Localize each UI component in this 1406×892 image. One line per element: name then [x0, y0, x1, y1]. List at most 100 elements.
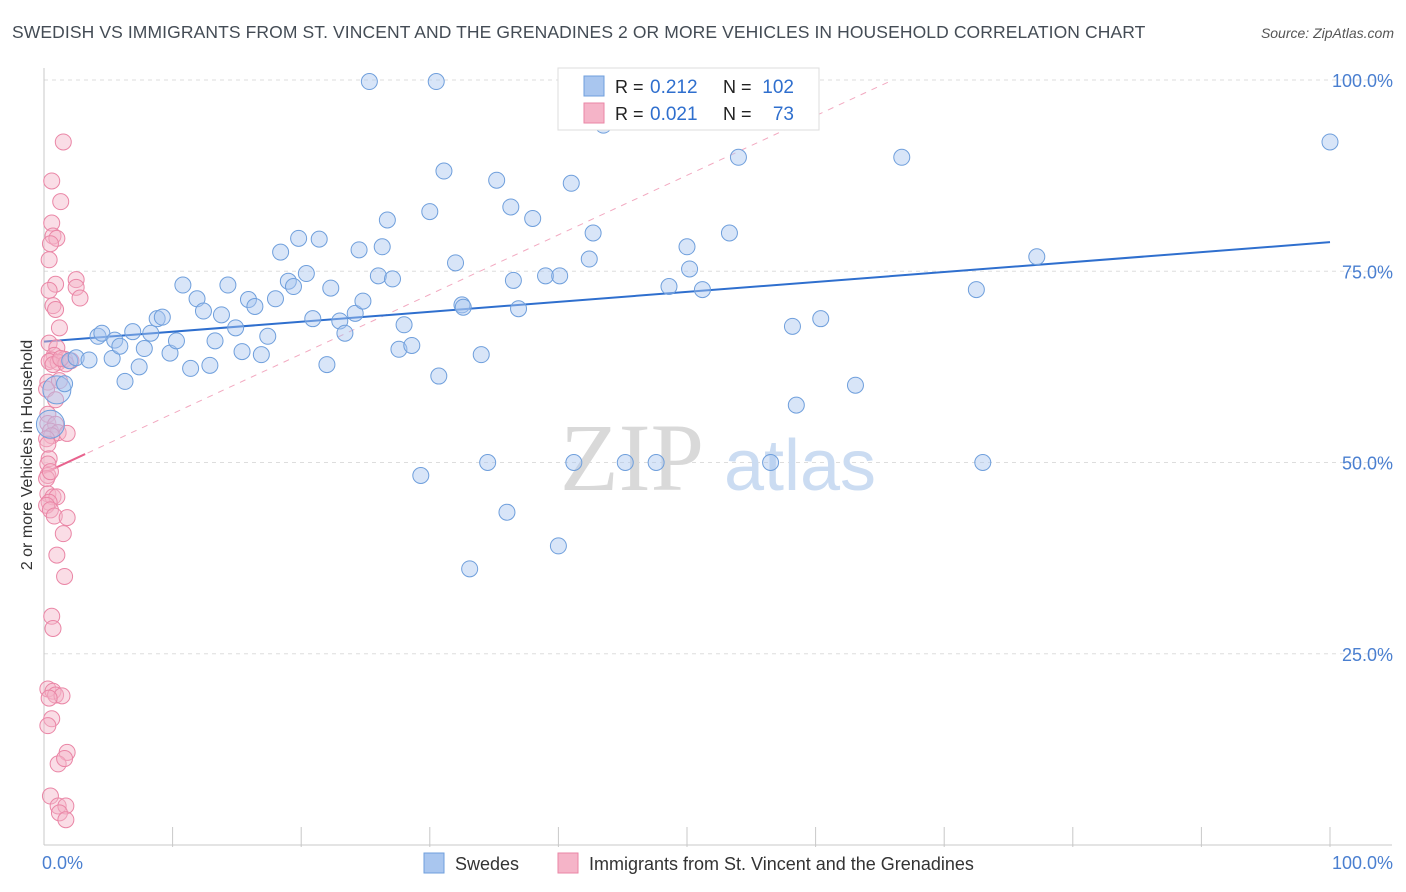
data-point-svg [47, 275, 65, 293]
y-tick-label: 75.0% [1342, 262, 1393, 282]
data-point-swedes [373, 238, 391, 256]
y-tick-label: 25.0% [1342, 645, 1393, 665]
data-point-svg [50, 319, 68, 337]
data-point-svg [40, 281, 58, 299]
data-point-swedes [678, 238, 696, 256]
data-point-swedes [488, 171, 506, 189]
data-point-swedes [279, 272, 297, 290]
data-point-swedes [729, 148, 747, 166]
data-point-swedes [284, 278, 302, 296]
data-point-swedes [427, 73, 445, 91]
data-point-swedes [67, 349, 85, 367]
data-point-swedes [310, 230, 328, 248]
data-point-swedes [297, 265, 315, 283]
data-point-swedes [360, 73, 378, 91]
legend-n-value-1: 102 [762, 77, 794, 98]
data-point-svg [52, 193, 70, 211]
x-tick-label: 0.0% [42, 853, 83, 873]
data-point-swedes [812, 310, 830, 328]
watermark-atlas: atlas [724, 426, 876, 506]
data-point-swedes [693, 281, 711, 299]
data-point-svg [57, 797, 75, 815]
data-point-swedes [647, 454, 665, 471]
data-point-swedes [318, 356, 336, 374]
data-point-swedes [616, 454, 634, 471]
data-point-swedes [846, 376, 864, 394]
data-point-swedes [142, 324, 160, 342]
data-point-swedes [272, 243, 290, 261]
chart-title: SWEDISH VS IMMIGRANTS FROM ST. VINCENT A… [12, 22, 1146, 42]
bottom-legend-label-svg: Immigrants from St. Vincent and the Gren… [589, 854, 974, 874]
data-point-swedes [720, 224, 738, 242]
data-point-swedes [56, 375, 74, 393]
data-point-swedes [182, 359, 200, 377]
data-point-swedes [206, 332, 224, 350]
data-point-swedes [174, 276, 192, 294]
data-point-swedes [336, 324, 354, 342]
trend-line-svg-extended [43, 79, 893, 474]
data-point-swedes [350, 241, 368, 259]
data-point-swedes [974, 454, 992, 471]
data-point-swedes [369, 267, 387, 285]
data-point-swedes [783, 317, 801, 335]
data-point-svg [54, 133, 72, 151]
data-point-swedes [212, 306, 230, 324]
data-point-swedes [967, 281, 985, 299]
grid-lines [44, 79, 1392, 655]
legend-swatch-svg [583, 102, 605, 124]
data-point-swedes [524, 209, 542, 227]
data-point-swedes [290, 229, 308, 247]
series-svg-points [38, 133, 89, 829]
bottom-legend-swatch-svg [557, 852, 579, 874]
data-point-svg [40, 689, 58, 707]
data-point-swedes [504, 271, 522, 289]
legend-r-label-2: R = [615, 104, 644, 124]
bottom-legend-swatch-swedes [423, 852, 445, 874]
legend-box: R = 0.212 N = 102 R = 0.021 N = 73 [557, 67, 820, 131]
data-point-swedes [103, 349, 121, 367]
data-point-swedes [233, 343, 251, 361]
legend-swatch-swedes [583, 75, 605, 97]
data-point-swedes [252, 346, 270, 364]
data-point-swedes [681, 260, 699, 278]
data-point-svg [45, 507, 63, 525]
trend-lines [43, 79, 1331, 475]
data-point-svg [54, 525, 72, 543]
data-point-swedes [461, 560, 479, 578]
data-point-swedes [580, 250, 598, 268]
data-point-swedes [384, 270, 402, 288]
data-point-swedes [153, 308, 171, 326]
data-point-swedes [447, 254, 465, 272]
data-point-swedes [430, 367, 448, 385]
data-point-swedes [1321, 133, 1339, 151]
y-tick-label: 50.0% [1342, 454, 1393, 474]
data-point-svg [43, 607, 61, 625]
data-point-swedes [219, 276, 237, 294]
x-tick-label: 100.0% [1332, 853, 1393, 873]
legend-r-label-1: R = [615, 77, 644, 97]
data-point-svg [48, 546, 66, 564]
data-point-swedes [549, 537, 567, 555]
watermark: ZIP atlas [560, 404, 876, 511]
trend-line-svg [43, 453, 86, 475]
legend-n-label-1: N = [723, 77, 752, 97]
source-credit: Source: ZipAtlas.com [1260, 25, 1394, 41]
data-point-swedes [403, 336, 421, 354]
data-point-swedes [551, 267, 569, 285]
data-point-swedes [346, 304, 364, 322]
data-point-swedes [454, 298, 472, 316]
data-point-svg [57, 811, 75, 829]
data-point-svg [67, 278, 85, 296]
legend-r-value-1: 0.212 [650, 77, 698, 98]
data-point-swedes [378, 211, 396, 229]
data-point-swedes [787, 396, 805, 414]
bottom-legend: Swedes Immigrants from St. Vincent and t… [423, 852, 974, 874]
data-point-svg [39, 435, 57, 453]
data-point-swedes [435, 162, 453, 180]
data-point-swedes [239, 291, 257, 309]
data-point-swedes [762, 454, 780, 471]
data-point-swedes [167, 332, 185, 350]
data-point-svg [58, 509, 76, 527]
data-point-svg [56, 750, 74, 768]
